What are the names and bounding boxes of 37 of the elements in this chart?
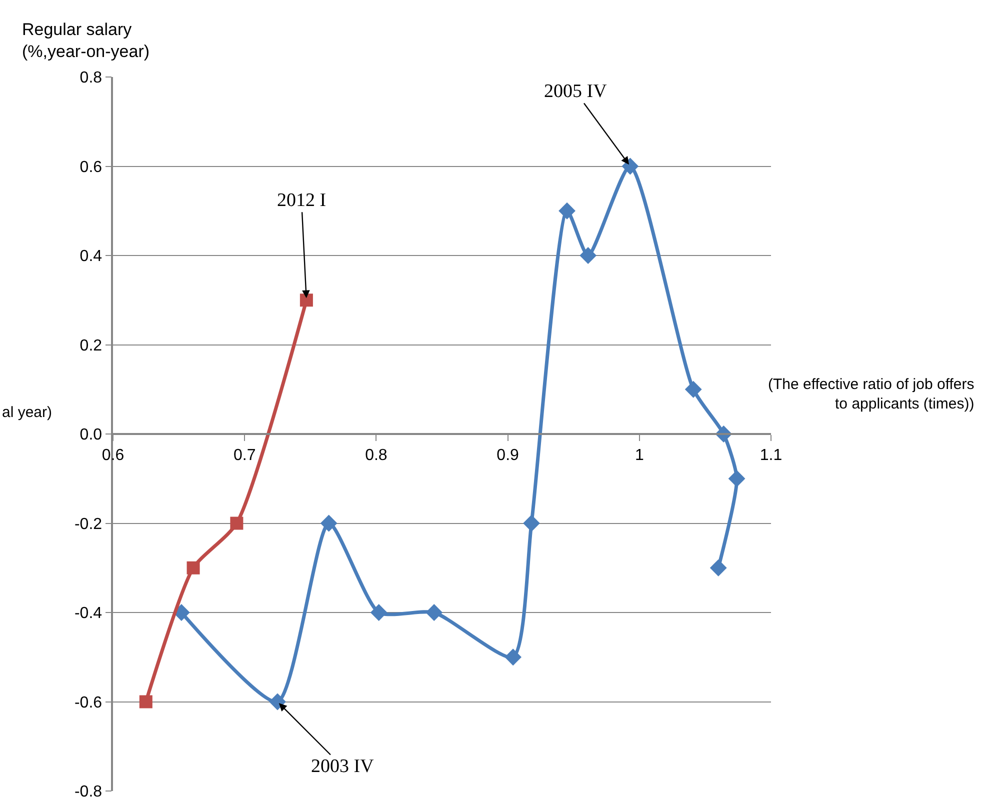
y-tick-label: 0.6 bbox=[80, 158, 102, 176]
point bbox=[622, 158, 639, 175]
point bbox=[320, 514, 338, 532]
y-tick-label: 0.4 bbox=[80, 248, 102, 266]
x-tick-label: 0.7 bbox=[233, 446, 256, 464]
point bbox=[728, 470, 746, 488]
annotation: 2005 IV bbox=[544, 81, 608, 102]
y-tick-label: 0.2 bbox=[80, 337, 102, 354]
y-tick-label: 0.0 bbox=[80, 426, 102, 444]
x-tick-label: 0.6 bbox=[102, 446, 124, 464]
point bbox=[300, 294, 313, 307]
point bbox=[139, 695, 152, 708]
x-tick-label: 0.9 bbox=[496, 446, 520, 464]
point bbox=[269, 693, 286, 710]
y-axis-title: Regular salary (%,year-on-year) bbox=[22, 20, 150, 62]
point bbox=[710, 559, 727, 576]
x-tick-label: 0.8 bbox=[365, 446, 388, 464]
x-axis-title: (The effective ratio of job offers to applicants (times)) bbox=[768, 376, 974, 412]
point bbox=[186, 561, 200, 574]
point bbox=[523, 514, 540, 532]
annotation: 2003 IV bbox=[311, 756, 374, 777]
y-tick-label: -0.2 bbox=[74, 516, 102, 533]
x-tick-label: 1.1 bbox=[760, 446, 782, 464]
y-tick-label: -0.6 bbox=[74, 694, 102, 712]
point bbox=[684, 380, 702, 398]
y-tick-label: 0.8 bbox=[80, 70, 102, 87]
y-tick-label: -0.8 bbox=[74, 784, 102, 801]
point bbox=[558, 202, 576, 220]
y-tick-label: -0.4 bbox=[74, 605, 102, 622]
text: al year) bbox=[2, 404, 52, 421]
point bbox=[230, 516, 244, 530]
annotation: 2012 I bbox=[277, 190, 326, 211]
point bbox=[426, 604, 443, 621]
x-tick-label: 1 bbox=[634, 446, 644, 464]
point bbox=[580, 247, 597, 264]
point bbox=[504, 648, 522, 666]
point bbox=[370, 604, 388, 621]
